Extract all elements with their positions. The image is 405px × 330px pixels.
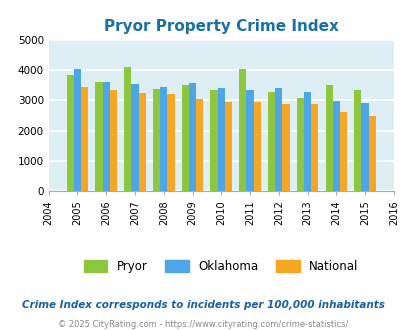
Bar	[167, 94, 174, 191]
Bar	[296, 98, 303, 191]
Bar	[332, 101, 339, 191]
Bar	[66, 76, 74, 191]
Bar	[138, 93, 145, 191]
Bar	[239, 69, 246, 191]
Legend: Pryor, Oklahoma, National: Pryor, Oklahoma, National	[79, 255, 362, 278]
Bar	[153, 89, 160, 191]
Bar	[339, 113, 346, 191]
Bar	[360, 103, 368, 191]
Bar	[368, 116, 375, 191]
Bar	[160, 87, 167, 191]
Bar	[124, 67, 131, 191]
Bar	[246, 90, 253, 191]
Bar	[74, 69, 81, 191]
Bar	[81, 87, 88, 191]
Bar	[267, 92, 275, 191]
Bar	[95, 82, 102, 191]
Bar	[110, 90, 117, 191]
Title: Pryor Property Crime Index: Pryor Property Crime Index	[104, 19, 338, 34]
Bar	[217, 87, 224, 191]
Bar	[131, 84, 138, 191]
Bar	[196, 99, 203, 191]
Bar	[210, 90, 217, 191]
Bar	[303, 92, 310, 191]
Bar	[253, 102, 260, 191]
Bar	[282, 104, 289, 191]
Bar	[188, 83, 196, 191]
Bar	[181, 85, 188, 191]
Bar	[224, 102, 232, 191]
Bar	[275, 88, 282, 191]
Text: © 2025 CityRating.com - https://www.cityrating.com/crime-statistics/: © 2025 CityRating.com - https://www.city…	[58, 319, 347, 329]
Bar	[310, 104, 318, 191]
Text: Crime Index corresponds to incidents per 100,000 inhabitants: Crime Index corresponds to incidents per…	[21, 300, 384, 310]
Bar	[325, 85, 332, 191]
Bar	[102, 82, 110, 191]
Bar	[354, 90, 360, 191]
